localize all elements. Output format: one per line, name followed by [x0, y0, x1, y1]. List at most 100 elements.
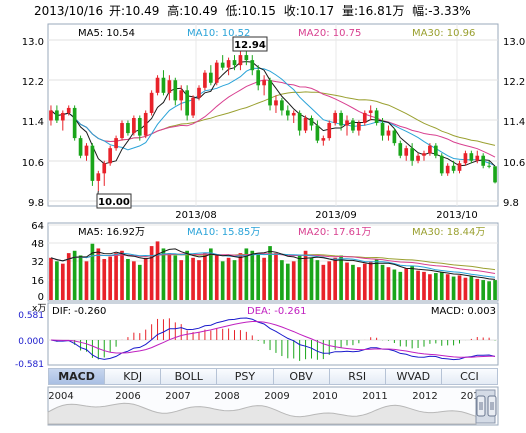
- macd-legend-dif: DIF: -0.260: [52, 306, 106, 317]
- navigator-year-6: 2011: [362, 391, 387, 402]
- candle-body-39: [280, 100, 284, 111]
- volume-bar-75: [493, 280, 497, 300]
- candle-body-25: [197, 87, 201, 98]
- tab-macd[interactable]: MACD: [49, 369, 106, 384]
- candle-body-41: [291, 112, 296, 116]
- navigator-year-2: 2007: [165, 391, 190, 402]
- volume-bar-64: [428, 274, 432, 300]
- volume-bar-12: [120, 250, 124, 300]
- candle-body-19: [161, 77, 166, 93]
- vol-legend-ma5: MA5: 16.92万: [78, 227, 145, 238]
- candle-body-20: [167, 80, 172, 93]
- macd-tick-2: -0.581: [15, 360, 44, 370]
- volume-bar-46: [321, 264, 326, 300]
- volume-bar-24: [191, 257, 195, 300]
- volume-bar-66: [439, 271, 444, 300]
- tab-cci[interactable]: CCI: [460, 370, 479, 383]
- vol-legend-ma30: MA30: 18.44万: [412, 227, 485, 238]
- volume-bar-70: [463, 277, 468, 300]
- volume-bar-68: [451, 276, 456, 300]
- legend-ma5: MA5: 10.54: [78, 28, 135, 39]
- dif-line: [50, 317, 496, 361]
- navigator-year-7: 2012: [412, 391, 437, 402]
- vol-tick-3: 16: [31, 276, 44, 287]
- candle-body-35: [256, 70, 261, 86]
- header-vol: 16.81万: [358, 4, 404, 18]
- vol-tick-0: 64: [31, 221, 44, 232]
- candle-body-61: [410, 148, 414, 161]
- navigator-year-5: 2010: [312, 391, 337, 402]
- candle-body-57: [386, 130, 391, 136]
- volume-bar-22: [179, 260, 184, 300]
- macd-legend-macd: MACD: 0.003: [431, 306, 496, 317]
- macd-tick-0: 0.581: [18, 311, 44, 321]
- candle-body-47: [327, 123, 332, 139]
- tab-rsi[interactable]: RSI: [330, 369, 386, 384]
- volume-bar-13: [126, 258, 130, 300]
- date-tick-0: 2013/08: [175, 210, 217, 221]
- volume-bar-28: [214, 255, 219, 300]
- navigator-year-labels: 2004 2006 2007 2008 2009 2010 2011 2012 201: [48, 391, 479, 402]
- volume-bar-72: [475, 278, 480, 300]
- volume-bar-59: [398, 271, 403, 300]
- macd-legend-dea: DEA: -0.261: [247, 306, 306, 317]
- volume-bar-39: [280, 260, 284, 300]
- volume-bar-1: [55, 261, 59, 300]
- volume-bar-14: [132, 261, 136, 300]
- candle-body-17: [149, 92, 154, 113]
- candle-body-51: [351, 120, 355, 131]
- vol-legend-ma20: MA20: 17.61万: [298, 227, 371, 238]
- date-tick-2: 2013/10: [436, 210, 478, 221]
- candle-body-43: [303, 117, 308, 131]
- volume-bars: [49, 241, 497, 300]
- tab-kdj[interactable]: KDJ: [105, 369, 162, 384]
- candle-body-52: [357, 123, 361, 131]
- tab-psy[interactable]: PSY: [217, 369, 274, 384]
- price-tick-right-1: 12.2: [503, 77, 525, 88]
- candle-body-12: [120, 123, 124, 139]
- volume-bar-55: [374, 258, 379, 300]
- volume-bar-58: [392, 269, 397, 300]
- price-tick-left-3: 10.6: [22, 158, 44, 169]
- candle-body-33: [244, 55, 249, 61]
- legend-ma20: MA20: 10.75: [298, 28, 361, 39]
- navigator-right-handle[interactable]: [487, 395, 497, 417]
- candle-body-75: [493, 166, 497, 183]
- candle-body-66: [439, 155, 444, 174]
- ma20-line: [50, 79, 496, 158]
- volume-bar-49: [339, 255, 343, 300]
- vol-legend-ma10: MA10: 15.85万: [187, 227, 260, 238]
- candle-body-50: [345, 120, 349, 126]
- price-tick-right-3: 10.6: [503, 158, 525, 169]
- macd-tick-1: 0.000: [18, 337, 44, 347]
- tab-wvad[interactable]: WVAD: [386, 369, 442, 384]
- candlestick-series: [49, 43, 497, 191]
- candle-body-8: [96, 173, 101, 181]
- navigator-year-4: 2009: [264, 391, 289, 402]
- volume-bar-11: [114, 253, 118, 300]
- volume-bar-43: [303, 250, 308, 300]
- candle-body-23: [185, 90, 189, 116]
- navigator-left-handle[interactable]: [476, 395, 486, 417]
- candle-body-73: [481, 155, 486, 166]
- candle-body-60: [404, 148, 409, 156]
- volume-bar-38: [274, 253, 278, 300]
- price-tick-left-2: 11.4: [22, 117, 44, 128]
- max-label: 12.94: [234, 40, 266, 51]
- candle-body-10: [108, 148, 113, 164]
- volume-bar-47: [327, 261, 332, 300]
- tab-obv[interactable]: OBV: [274, 369, 330, 384]
- volume-bar-15: [137, 264, 142, 300]
- volume-ma-lines: [50, 248, 496, 280]
- volume-bar-27: [208, 248, 213, 300]
- tab-boll[interactable]: BOLL: [161, 369, 218, 384]
- volume-bar-60: [404, 268, 409, 300]
- header-chg: -3.33%: [428, 4, 470, 18]
- candle-body-3: [66, 107, 71, 113]
- volume-bar-23: [185, 250, 189, 300]
- navigator-year-1: 2006: [115, 391, 140, 402]
- volume-bar-53: [362, 263, 367, 300]
- candle-body-40: [285, 110, 290, 116]
- volume-bar-29: [220, 261, 225, 300]
